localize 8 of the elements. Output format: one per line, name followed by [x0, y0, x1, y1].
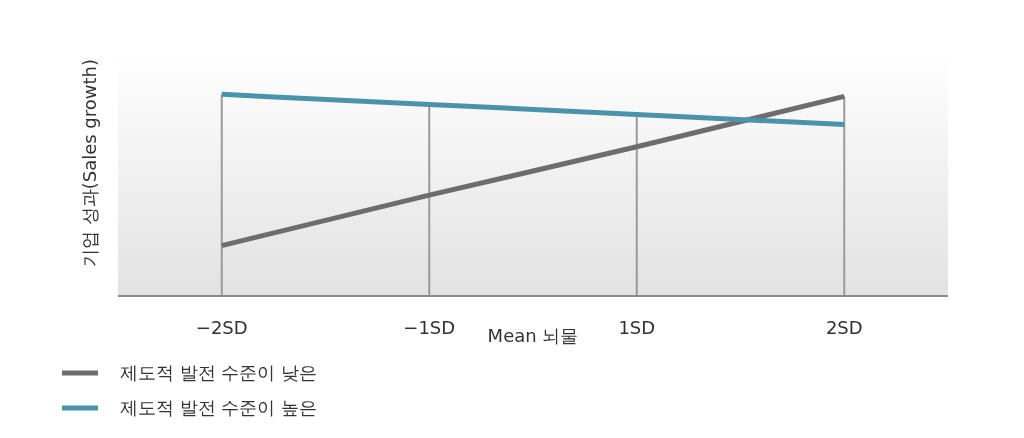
- x-axis-title: Mean 뇌물: [487, 325, 579, 346]
- x-tick-label: −1SD: [403, 317, 456, 338]
- legend-label: 제도적 발전 수준이 낮은: [120, 362, 318, 383]
- y-axis-title: 기업 성과(Sales growth): [79, 58, 100, 268]
- legend-label: 제도적 발전 수준이 높은: [120, 397, 318, 418]
- x-tick-label: −2SD: [195, 317, 248, 338]
- x-tick-label: 2SD: [825, 317, 863, 338]
- x-tick-label: 1SD: [618, 317, 656, 338]
